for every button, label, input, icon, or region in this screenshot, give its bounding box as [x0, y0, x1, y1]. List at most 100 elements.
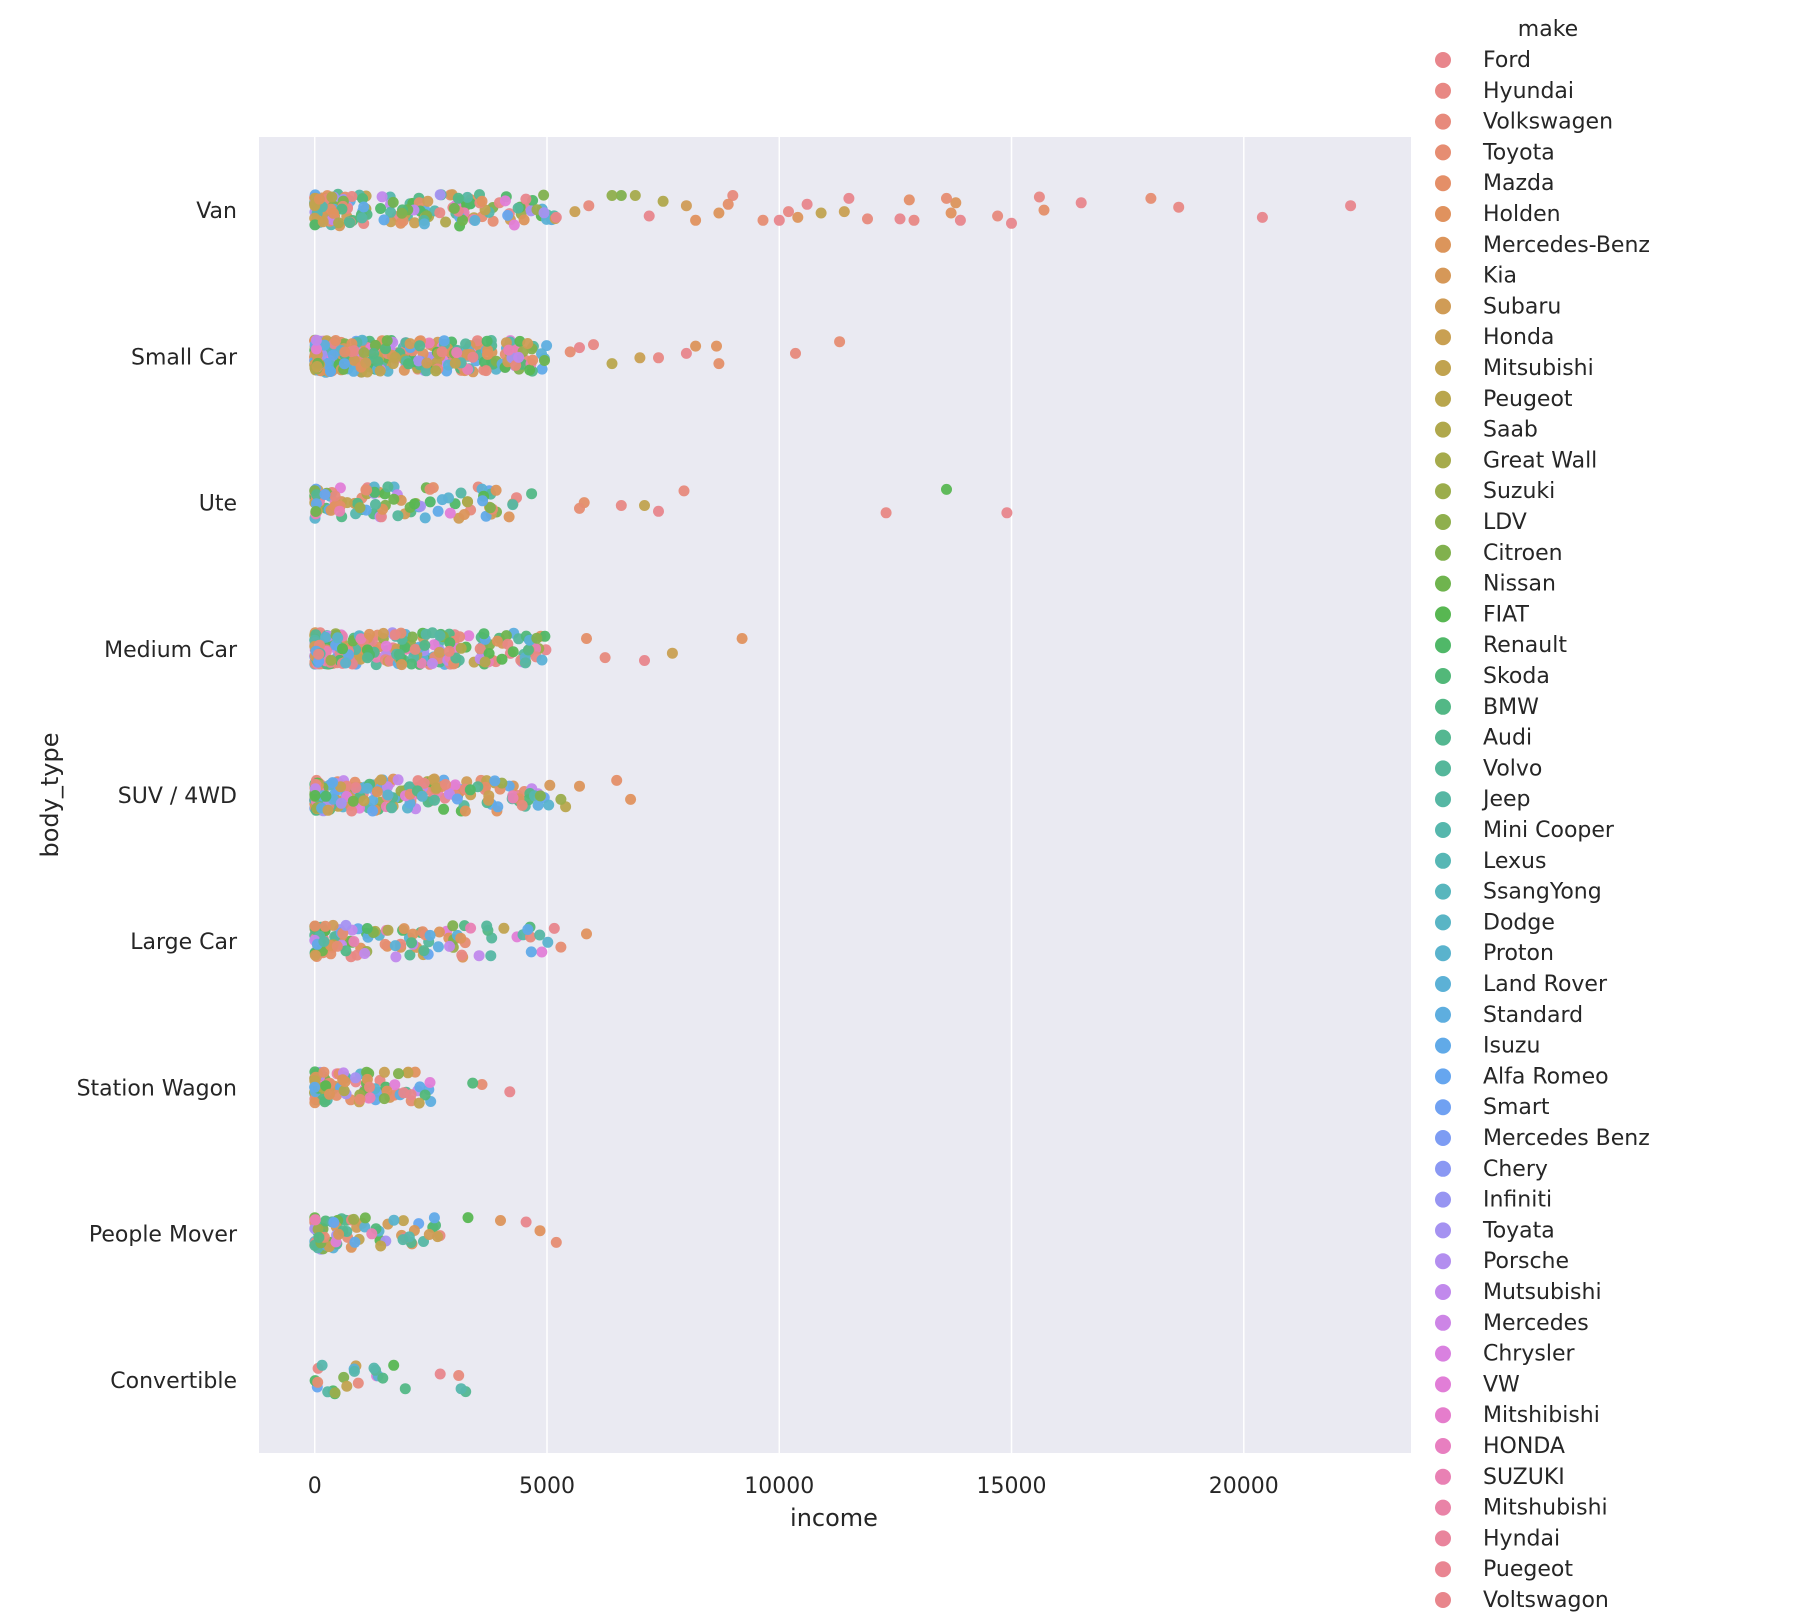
- data-point: [368, 348, 380, 359]
- x-axis-title: income: [790, 1504, 878, 1532]
- x-axis-ticks: 0 5000 10000 15000 20000: [308, 1474, 1279, 1499]
- data-point: [581, 633, 592, 644]
- legend-entry-label: Lexus: [1483, 849, 1546, 874]
- data-point: [409, 217, 421, 229]
- data-point: [452, 192, 464, 204]
- data-point: [361, 923, 373, 934]
- data-point: [455, 1383, 467, 1395]
- legend-marker: [1435, 329, 1451, 346]
- legend-marker: [1435, 1468, 1451, 1485]
- legend-marker: [1435, 1530, 1451, 1547]
- legend-marker: [1435, 236, 1451, 253]
- data-point: [522, 644, 534, 656]
- data-point: [325, 654, 337, 666]
- data-point: [534, 1225, 546, 1237]
- legend-entry-label: Nissan: [1483, 572, 1556, 597]
- data-point: [495, 1215, 506, 1226]
- legend-entry-label: Alfa Romeo: [1483, 1064, 1609, 1089]
- legend-marker: [1435, 1253, 1451, 1270]
- data-point: [333, 217, 345, 229]
- data-point: [569, 206, 581, 218]
- data-point: [480, 365, 492, 377]
- data-point: [448, 202, 460, 214]
- legend-entry-label: Volkswagen: [1483, 110, 1613, 135]
- data-point: [317, 216, 329, 228]
- legend-entry-label: Audi: [1483, 726, 1532, 751]
- data-point: [328, 207, 339, 219]
- data-point: [455, 642, 467, 654]
- data-point: [367, 795, 379, 806]
- legend-entry-label: Voltswagon: [1483, 1588, 1609, 1613]
- legend-marker: [1435, 1037, 1451, 1054]
- data-point: [1173, 201, 1185, 213]
- legend-entry-label: BMW: [1483, 695, 1539, 720]
- data-point: [790, 347, 801, 359]
- data-point: [625, 793, 637, 805]
- data-point: [325, 366, 336, 377]
- data-point: [312, 1223, 324, 1235]
- data-point: [657, 195, 669, 207]
- data-point: [428, 1212, 440, 1224]
- data-point: [432, 505, 444, 517]
- legend-entry-label: Mitshibishi: [1483, 1403, 1600, 1428]
- x-tick-label: 20000: [1209, 1474, 1279, 1499]
- legend-marker: [1435, 544, 1451, 561]
- data-point: [350, 782, 362, 794]
- legend-entry-label: Toyota: [1482, 140, 1555, 165]
- legend-entry-label: Mutsubishi: [1483, 1280, 1602, 1305]
- data-point: [434, 630, 446, 642]
- data-point: [507, 646, 519, 658]
- data-point: [434, 189, 446, 201]
- data-point: [348, 1365, 360, 1377]
- data-point: [406, 937, 417, 949]
- data-point: [434, 207, 446, 219]
- data-point: [388, 1214, 400, 1226]
- legend-entry-label: Mitsubishi: [1483, 356, 1594, 381]
- data-point: [430, 782, 442, 794]
- data-point: [359, 1221, 371, 1233]
- data-point: [447, 920, 459, 932]
- data-point: [310, 506, 322, 517]
- data-point: [444, 507, 456, 519]
- x-tick-label: 15000: [977, 1474, 1047, 1499]
- data-point: [862, 213, 873, 225]
- legend-marker: [1435, 945, 1451, 962]
- data-point: [992, 210, 1004, 222]
- data-point: [543, 799, 555, 811]
- data-point: [396, 207, 408, 219]
- data-point: [462, 1212, 474, 1224]
- legend-entry-label: Honda: [1483, 325, 1554, 350]
- data-point: [538, 189, 550, 201]
- data-point: [340, 945, 352, 957]
- data-point: [415, 657, 427, 669]
- data-point: [403, 358, 414, 370]
- data-point: [503, 344, 515, 356]
- data-point: [474, 643, 486, 655]
- data-point: [455, 487, 467, 499]
- data-point: [574, 342, 585, 354]
- data-point: [908, 214, 920, 226]
- data-point: [364, 1081, 375, 1093]
- data-point: [485, 950, 497, 962]
- data-point: [352, 1377, 364, 1389]
- legend-entry-label: Kia: [1483, 264, 1517, 289]
- data-point: [639, 655, 650, 666]
- data-point: [507, 499, 519, 511]
- data-point: [481, 335, 493, 347]
- data-point: [476, 195, 488, 207]
- legend-entry-label: Mercedes-Benz: [1483, 233, 1650, 258]
- data-point: [344, 217, 356, 229]
- legend-entry-label: Jeep: [1481, 787, 1531, 812]
- data-point: [462, 363, 474, 375]
- data-point: [783, 206, 794, 218]
- data-point: [402, 1067, 414, 1079]
- data-point: [357, 193, 369, 205]
- data-point: [309, 949, 321, 961]
- data-point: [690, 340, 702, 352]
- data-point: [1345, 200, 1357, 212]
- data-point: [473, 950, 485, 962]
- data-point: [457, 214, 468, 226]
- y-axis-title: body_type: [36, 733, 64, 858]
- data-point: [536, 654, 548, 666]
